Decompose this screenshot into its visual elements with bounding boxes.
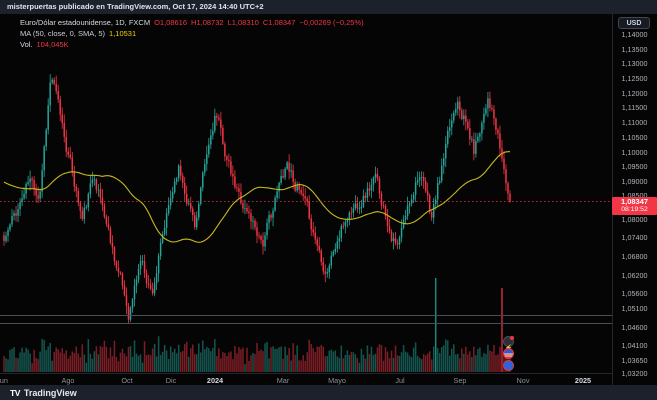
flag-event-icon[interactable] xyxy=(503,348,514,359)
price-tick-label: 1,08000 xyxy=(621,215,648,224)
time-tick-label: Jul xyxy=(395,376,405,385)
time-tick-label: Nov xyxy=(516,376,530,385)
price-tick-label: 1,11500 xyxy=(621,103,648,112)
last-price-label[interactable]: 1,08347 08:19:52 xyxy=(612,196,657,216)
ma-legend-row[interactable]: MA (50, close, 0, SMA, 5) 1,10531 xyxy=(20,28,364,39)
lightning-event-icon[interactable]: ⚡ xyxy=(503,336,514,352)
price-tick-label: 1,13000 xyxy=(621,59,648,68)
price-tick-label: 1,07400 xyxy=(621,233,648,242)
close-value: C1,08347 xyxy=(262,18,296,27)
high-value: H1,08732 xyxy=(191,18,224,27)
price-tick-label: 1,06800 xyxy=(621,252,648,261)
chart-legend: Euro/Dólar estadounidense, 1D, FXCM O1,0… xyxy=(20,17,364,50)
volume-legend-row[interactable]: Vol. 104,045K xyxy=(20,39,364,50)
open-value: O1,08616 xyxy=(154,18,188,27)
time-tick-label: 2024 xyxy=(206,376,224,385)
symbol-title: Euro/Dólar estadounidense, 1D, FXCM xyxy=(20,18,151,27)
header-attribution: misterpuertas publicado en TradingView.c… xyxy=(7,2,264,11)
time-tick-label: Dic xyxy=(165,376,177,385)
candles-layer xyxy=(3,74,511,324)
price-tick-label: 1,03650 xyxy=(621,356,648,365)
volume-value: 104,045K xyxy=(36,40,69,49)
price-tick-label: 1,04100 xyxy=(621,341,648,350)
symbol-legend-row[interactable]: Euro/Dólar estadounidense, 1D, FXCM O1,0… xyxy=(20,17,364,28)
ma-line xyxy=(3,151,511,243)
volume-layer xyxy=(3,278,511,372)
price-axis[interactable]: USD 1,14000 1,13500 1,13000 1,12500 1,12000 1… xyxy=(612,14,657,385)
low-value: L1,08310 xyxy=(227,18,259,27)
price-tick-label: 1,10500 xyxy=(621,133,648,142)
price-tick-label: 1,04600 xyxy=(621,323,648,332)
time-axis[interactable]: Jun Ago Oct Dic 2024 Mar Mayo Jul Sep Nov 2025 xyxy=(0,373,612,386)
time-tick-label: Sep xyxy=(453,376,467,385)
ma-value: 1,10531 xyxy=(109,29,137,38)
tradingview-logo-text[interactable]: TradingView xyxy=(23,387,77,398)
ma-label: MA (50, close, 0, SMA, 5) xyxy=(20,29,106,38)
change-value: −0,00269 (−0,25%) xyxy=(299,18,364,27)
dot-event-icon[interactable] xyxy=(503,360,514,371)
time-tick-label: Oct xyxy=(121,376,133,385)
header-bar: misterpuertas publicado en TradingView.c… xyxy=(0,0,657,14)
bar-countdown: 08:19:52 xyxy=(621,206,648,214)
price-tick-label: 1,12500 xyxy=(621,74,648,83)
time-tick-label: Mar xyxy=(276,376,290,385)
price-tick-label: 1,09500 xyxy=(621,162,648,171)
price-tick-label: 1,03200 xyxy=(621,369,648,378)
price-tick-label: 1,08500 xyxy=(621,191,648,200)
price-tick-label: 1,06200 xyxy=(621,271,648,280)
price-tick-label: 1,09000 xyxy=(621,177,648,186)
price-tick-label: 1,05600 xyxy=(621,289,648,298)
price-tick-label: 1,10000 xyxy=(621,148,648,157)
tradingview-logo-icon[interactable]: TV xyxy=(10,387,20,398)
price-tick-label: 1,05100 xyxy=(621,304,648,313)
pane-separator[interactable] xyxy=(0,315,612,324)
time-tick-label: Jun xyxy=(0,376,8,385)
last-price-value: 1,08347 xyxy=(620,196,649,206)
notification-dot xyxy=(510,336,514,340)
time-tick-label: Ago xyxy=(61,376,75,385)
price-tick-label: 1,13500 xyxy=(621,45,648,54)
volume-label: Vol. xyxy=(20,40,33,49)
price-tick-label: 1,11000 xyxy=(621,118,648,127)
price-tick-label: 1,12000 xyxy=(621,89,648,98)
currency-button[interactable]: USD xyxy=(618,17,650,29)
price-tick-label: 1,14000 xyxy=(621,30,648,39)
footer-bar: TV TradingView xyxy=(0,385,657,400)
time-tick-label: Mayo xyxy=(328,376,346,385)
time-tick-label: 2025 xyxy=(574,376,592,385)
